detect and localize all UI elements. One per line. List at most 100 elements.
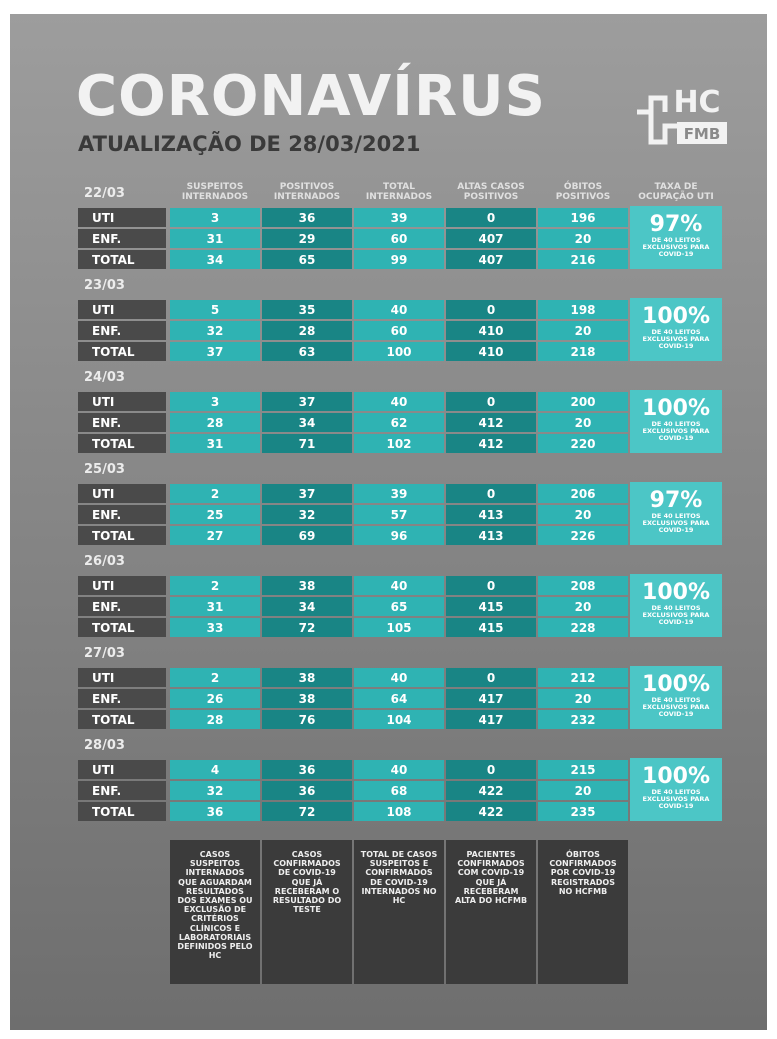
row-label: ENF. (78, 229, 166, 248)
value-cell: 417 (446, 689, 536, 708)
value-cell: 38 (262, 668, 352, 687)
value-cell: 28 (170, 413, 260, 432)
occupancy-rate: 100% (630, 580, 722, 605)
occupancy-box: 100%DE 40 LEITOS EXCLUSIVOS PARA COVID-1… (630, 390, 722, 453)
value-cell: 38 (262, 576, 352, 595)
value-cell: 3 (170, 208, 260, 227)
page-root: CORONAVÍRUS ATUALIZAÇÃO DE 28/03/2021 HC… (0, 0, 777, 1039)
value-cell: 69 (262, 526, 352, 545)
date-label: 26/03 (84, 554, 125, 569)
row-label: ENF. (78, 505, 166, 524)
value-cell: 40 (354, 760, 444, 779)
value-cell: 407 (446, 250, 536, 269)
value-cell: 412 (446, 434, 536, 453)
value-cell: 20 (538, 781, 628, 800)
value-cell: 40 (354, 300, 444, 319)
value-cell: 208 (538, 576, 628, 595)
occupancy-rate: 100% (630, 396, 722, 421)
logo-hc: HC (673, 85, 720, 120)
value-cell: 235 (538, 802, 628, 821)
value-cell: 37 (170, 342, 260, 361)
value-cell: 410 (446, 321, 536, 340)
value-cell: 415 (446, 618, 536, 637)
value-cell: 407 (446, 229, 536, 248)
value-cell: 37 (262, 484, 352, 503)
value-cell: 2 (170, 484, 260, 503)
value-cell: 422 (446, 802, 536, 821)
occupancy-note: DE 40 LEITOS EXCLUSIVOS PARA COVID-19 (630, 329, 722, 350)
value-cell: 216 (538, 250, 628, 269)
infographic: CORONAVÍRUS ATUALIZAÇÃO DE 28/03/2021 HC… (10, 14, 767, 1030)
logo: HC FMB (635, 82, 730, 152)
occupancy-rate: 97% (630, 212, 722, 237)
value-cell: 60 (354, 321, 444, 340)
value-cell: 33 (170, 618, 260, 637)
value-cell: 72 (262, 618, 352, 637)
value-cell: 57 (354, 505, 444, 524)
row-label: TOTAL (78, 526, 166, 545)
occupancy-box: 100%DE 40 LEITOS EXCLUSIVOS PARA COVID-1… (630, 758, 722, 821)
occupancy-rate: 97% (630, 488, 722, 513)
row-label: TOTAL (78, 250, 166, 269)
footnote: PACIENTES CONFIRMADOS COM COVID-19 QUE J… (446, 840, 536, 984)
row-label: TOTAL (78, 618, 166, 637)
value-cell: 38 (262, 689, 352, 708)
value-cell: 412 (446, 413, 536, 432)
value-cell: 34 (170, 250, 260, 269)
value-cell: 0 (446, 576, 536, 595)
occupancy-rate: 100% (630, 672, 722, 697)
value-cell: 105 (354, 618, 444, 637)
date-label: 27/03 (84, 646, 125, 661)
value-cell: 232 (538, 710, 628, 729)
value-cell: 226 (538, 526, 628, 545)
value-cell: 31 (170, 597, 260, 616)
row-label: TOTAL (78, 434, 166, 453)
value-cell: 0 (446, 208, 536, 227)
column-header: POSITIVOS INTERNADOS (262, 172, 352, 202)
logo-fmb: FMB (684, 125, 721, 143)
value-cell: 196 (538, 208, 628, 227)
row-label: UTI (78, 300, 166, 319)
value-cell: 108 (354, 802, 444, 821)
value-cell: 31 (170, 229, 260, 248)
column-header: SUSPEITOS INTERNADOS (170, 172, 260, 202)
subtitle: ATUALIZAÇÃO DE 28/03/2021 (78, 132, 420, 156)
value-cell: 32 (262, 505, 352, 524)
value-cell: 0 (446, 760, 536, 779)
value-cell: 28 (170, 710, 260, 729)
occupancy-note: DE 40 LEITOS EXCLUSIVOS PARA COVID-19 (630, 605, 722, 626)
value-cell: 218 (538, 342, 628, 361)
value-cell: 3 (170, 392, 260, 411)
value-cell: 206 (538, 484, 628, 503)
value-cell: 36 (170, 802, 260, 821)
row-label: ENF. (78, 781, 166, 800)
value-cell: 20 (538, 229, 628, 248)
value-cell: 36 (262, 781, 352, 800)
occupancy-note: DE 40 LEITOS EXCLUSIVOS PARA COVID-19 (630, 789, 722, 810)
value-cell: 65 (354, 597, 444, 616)
value-cell: 104 (354, 710, 444, 729)
value-cell: 40 (354, 668, 444, 687)
value-cell: 422 (446, 781, 536, 800)
value-cell: 410 (446, 342, 536, 361)
column-header: ÓBITOS POSITIVOS (538, 172, 628, 202)
value-cell: 31 (170, 434, 260, 453)
occupancy-box: 100%DE 40 LEITOS EXCLUSIVOS PARA COVID-1… (630, 298, 722, 361)
value-cell: 417 (446, 710, 536, 729)
value-cell: 102 (354, 434, 444, 453)
value-cell: 40 (354, 392, 444, 411)
value-cell: 27 (170, 526, 260, 545)
column-header: TAXA DE OCUPAÇÃO UTI (630, 172, 722, 202)
value-cell: 413 (446, 505, 536, 524)
value-cell: 212 (538, 668, 628, 687)
occupancy-rate: 100% (630, 304, 722, 329)
date-label: 22/03 (84, 186, 125, 201)
value-cell: 40 (354, 576, 444, 595)
occupancy-box: 97%DE 40 LEITOS EXCLUSIVOS PARA COVID-19 (630, 206, 722, 269)
value-cell: 32 (170, 321, 260, 340)
date-label: 24/03 (84, 370, 125, 385)
value-cell: 29 (262, 229, 352, 248)
occupancy-note: DE 40 LEITOS EXCLUSIVOS PARA COVID-19 (630, 513, 722, 534)
value-cell: 200 (538, 392, 628, 411)
row-label: TOTAL (78, 710, 166, 729)
